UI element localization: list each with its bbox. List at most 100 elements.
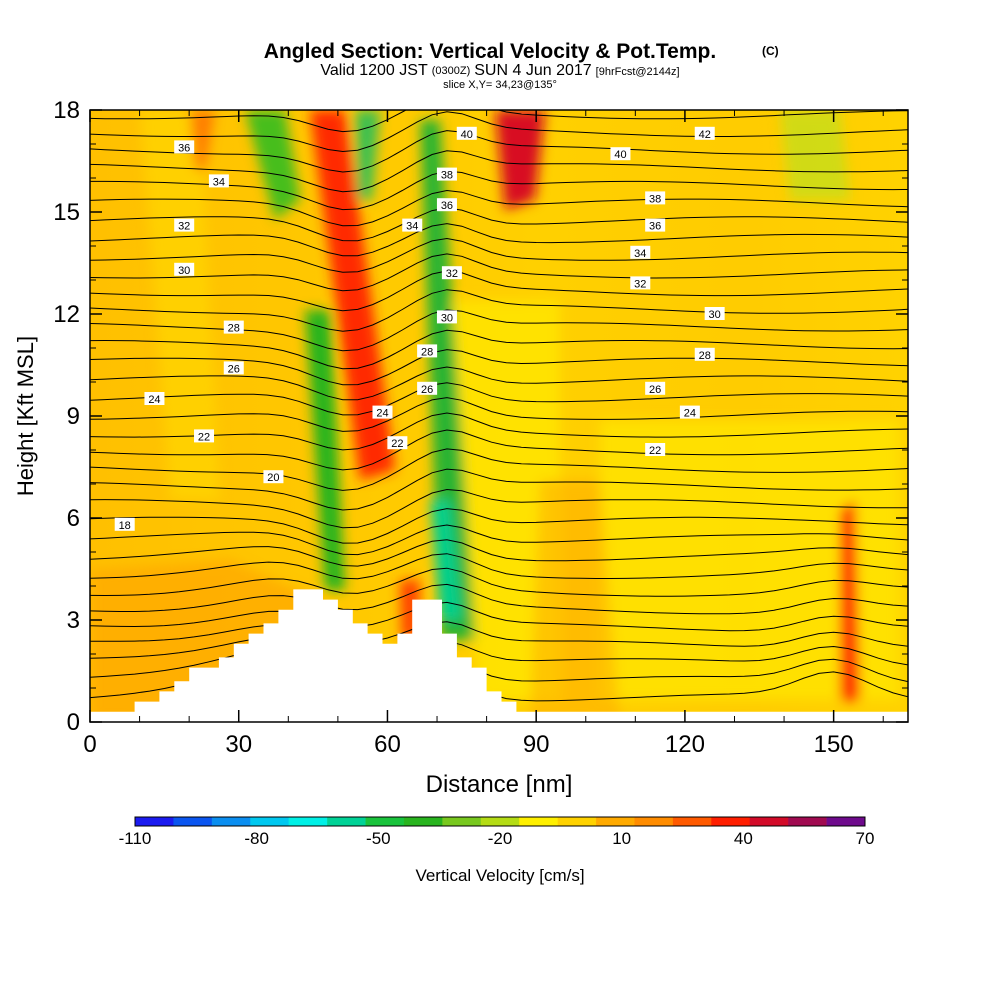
x-tick-label: 30: [225, 731, 252, 758]
colorbar-swatch: [173, 817, 213, 826]
x-tick-label: 120: [665, 731, 705, 758]
contour-label-bg: [402, 218, 423, 232]
contour-label-bg: [694, 347, 715, 361]
strong-updraft-band: [310, 110, 395, 480]
contour-label: 22: [198, 431, 210, 443]
isentrope-line: [90, 636, 908, 666]
colorbar-swatch: [557, 817, 597, 826]
contour-label-bg: [645, 381, 666, 395]
contour-label: 24: [376, 408, 388, 420]
contour-label-bg: [417, 381, 438, 395]
contour-label-bg: [610, 147, 631, 161]
y-tick-label: 9: [67, 403, 80, 430]
contour-label: 22: [649, 445, 661, 457]
contour-label-bg: [144, 392, 165, 405]
x-axis: 0 30 60 90 120 150: [83, 110, 884, 758]
contour-label: 38: [649, 193, 661, 205]
contour-label-bg: [114, 517, 135, 531]
contour-label-bg: [436, 310, 457, 324]
colorbar-swatch: [519, 817, 558, 826]
contour-label: 20: [267, 472, 279, 484]
contour-label-bg: [645, 191, 666, 205]
strong-updraft-band: [495, 110, 545, 210]
valid-date: SUN 4 Jun 2017: [474, 62, 592, 79]
contour-labels: 36 34 32 30 28 26 24 22 20 18 40 38 36 34 32 30 28 26 24 22…: [114, 126, 725, 532]
y-tick-label: 6: [67, 505, 80, 532]
contour-label-bg: [679, 405, 700, 419]
y-tick-label: 0: [67, 709, 80, 736]
y-tick-label: 3: [67, 607, 80, 634]
contour-label-bg: [223, 320, 244, 334]
isentrope-line: [90, 524, 908, 556]
colorbar-tick-label: -80: [244, 829, 269, 848]
contour-label: 40: [461, 129, 473, 141]
colorbar-swatch: [480, 817, 520, 826]
contour-label: 22: [391, 438, 403, 450]
downdraft-band: [430, 500, 462, 620]
colorbar-swatch: [442, 817, 482, 826]
contour-label: 28: [699, 350, 711, 362]
colorbar-swatch: [288, 817, 328, 826]
isentrope-line: [90, 412, 908, 451]
contour-label: 30: [709, 309, 721, 321]
contour-label: 26: [649, 384, 661, 396]
contour-label: 42: [699, 129, 711, 141]
isentrope-line: [90, 448, 908, 491]
colorbar-swatch: [250, 817, 289, 826]
y-axis-label: Height [Kft MSL]: [13, 336, 38, 496]
isentrope-line: [90, 223, 908, 257]
strong-updraft-band: [840, 500, 860, 700]
downdraft-band: [305, 310, 345, 590]
x-tick-label: 90: [523, 731, 550, 758]
strong-updraft-band: [190, 110, 215, 170]
isentrope-line: [90, 621, 908, 647]
isentrope-line: [90, 553, 908, 580]
isentrope-line: [90, 130, 908, 173]
contour-label: 34: [406, 221, 418, 233]
chart-title-tag: (C): [762, 44, 779, 58]
contour-label-bg: [208, 174, 229, 188]
isentrope-line: [90, 189, 908, 227]
contour-label: 32: [178, 221, 190, 233]
isentrope-line: [90, 270, 908, 312]
contour-label-bg: [263, 470, 284, 484]
contour-label-bg: [436, 198, 457, 212]
colorbar-tick-label: 10: [612, 829, 631, 848]
colorbar-swatch: [403, 817, 443, 826]
isentrope-line: [90, 150, 908, 193]
isentrope-line: [90, 207, 908, 242]
contour-label-bg: [704, 307, 725, 320]
contour-label-bg: [223, 361, 244, 375]
x-tick-label: 0: [83, 731, 96, 758]
colorbar-swatch: [634, 817, 674, 826]
contour-label-bg: [645, 443, 666, 456]
isentrope-line: [90, 349, 908, 386]
forecast-info: [9hrFcst@2144z]: [596, 66, 680, 78]
colorbar-swatch: [749, 817, 789, 826]
isentrope-line: [90, 237, 908, 273]
contour-label: 32: [446, 268, 458, 280]
isentrope-line: [90, 583, 908, 615]
contour-label: 26: [421, 384, 433, 396]
contour-label-bg: [372, 405, 393, 419]
colorbar-swatch: [826, 817, 866, 826]
colorbar-swatch: [788, 817, 827, 826]
colorbar-tick-label: -50: [366, 829, 391, 848]
contour-label: 36: [649, 221, 661, 233]
colorbar-swatch: [365, 817, 405, 826]
isentrope-line: [90, 539, 908, 567]
contour-label-bg: [694, 126, 715, 140]
contour-label-bg: [441, 266, 462, 280]
contour-label: 26: [228, 363, 240, 375]
downdraft-band: [355, 110, 380, 200]
pot-temp-contours: [90, 110, 908, 702]
contour-label: 24: [684, 408, 696, 420]
contour-label-bg: [194, 429, 215, 443]
terrain-mask: [90, 589, 908, 722]
colorbar-swatch: [711, 817, 751, 826]
isentrope-line: [90, 508, 908, 544]
contour-label: 18: [119, 520, 131, 532]
isentrope-line: [90, 429, 908, 471]
